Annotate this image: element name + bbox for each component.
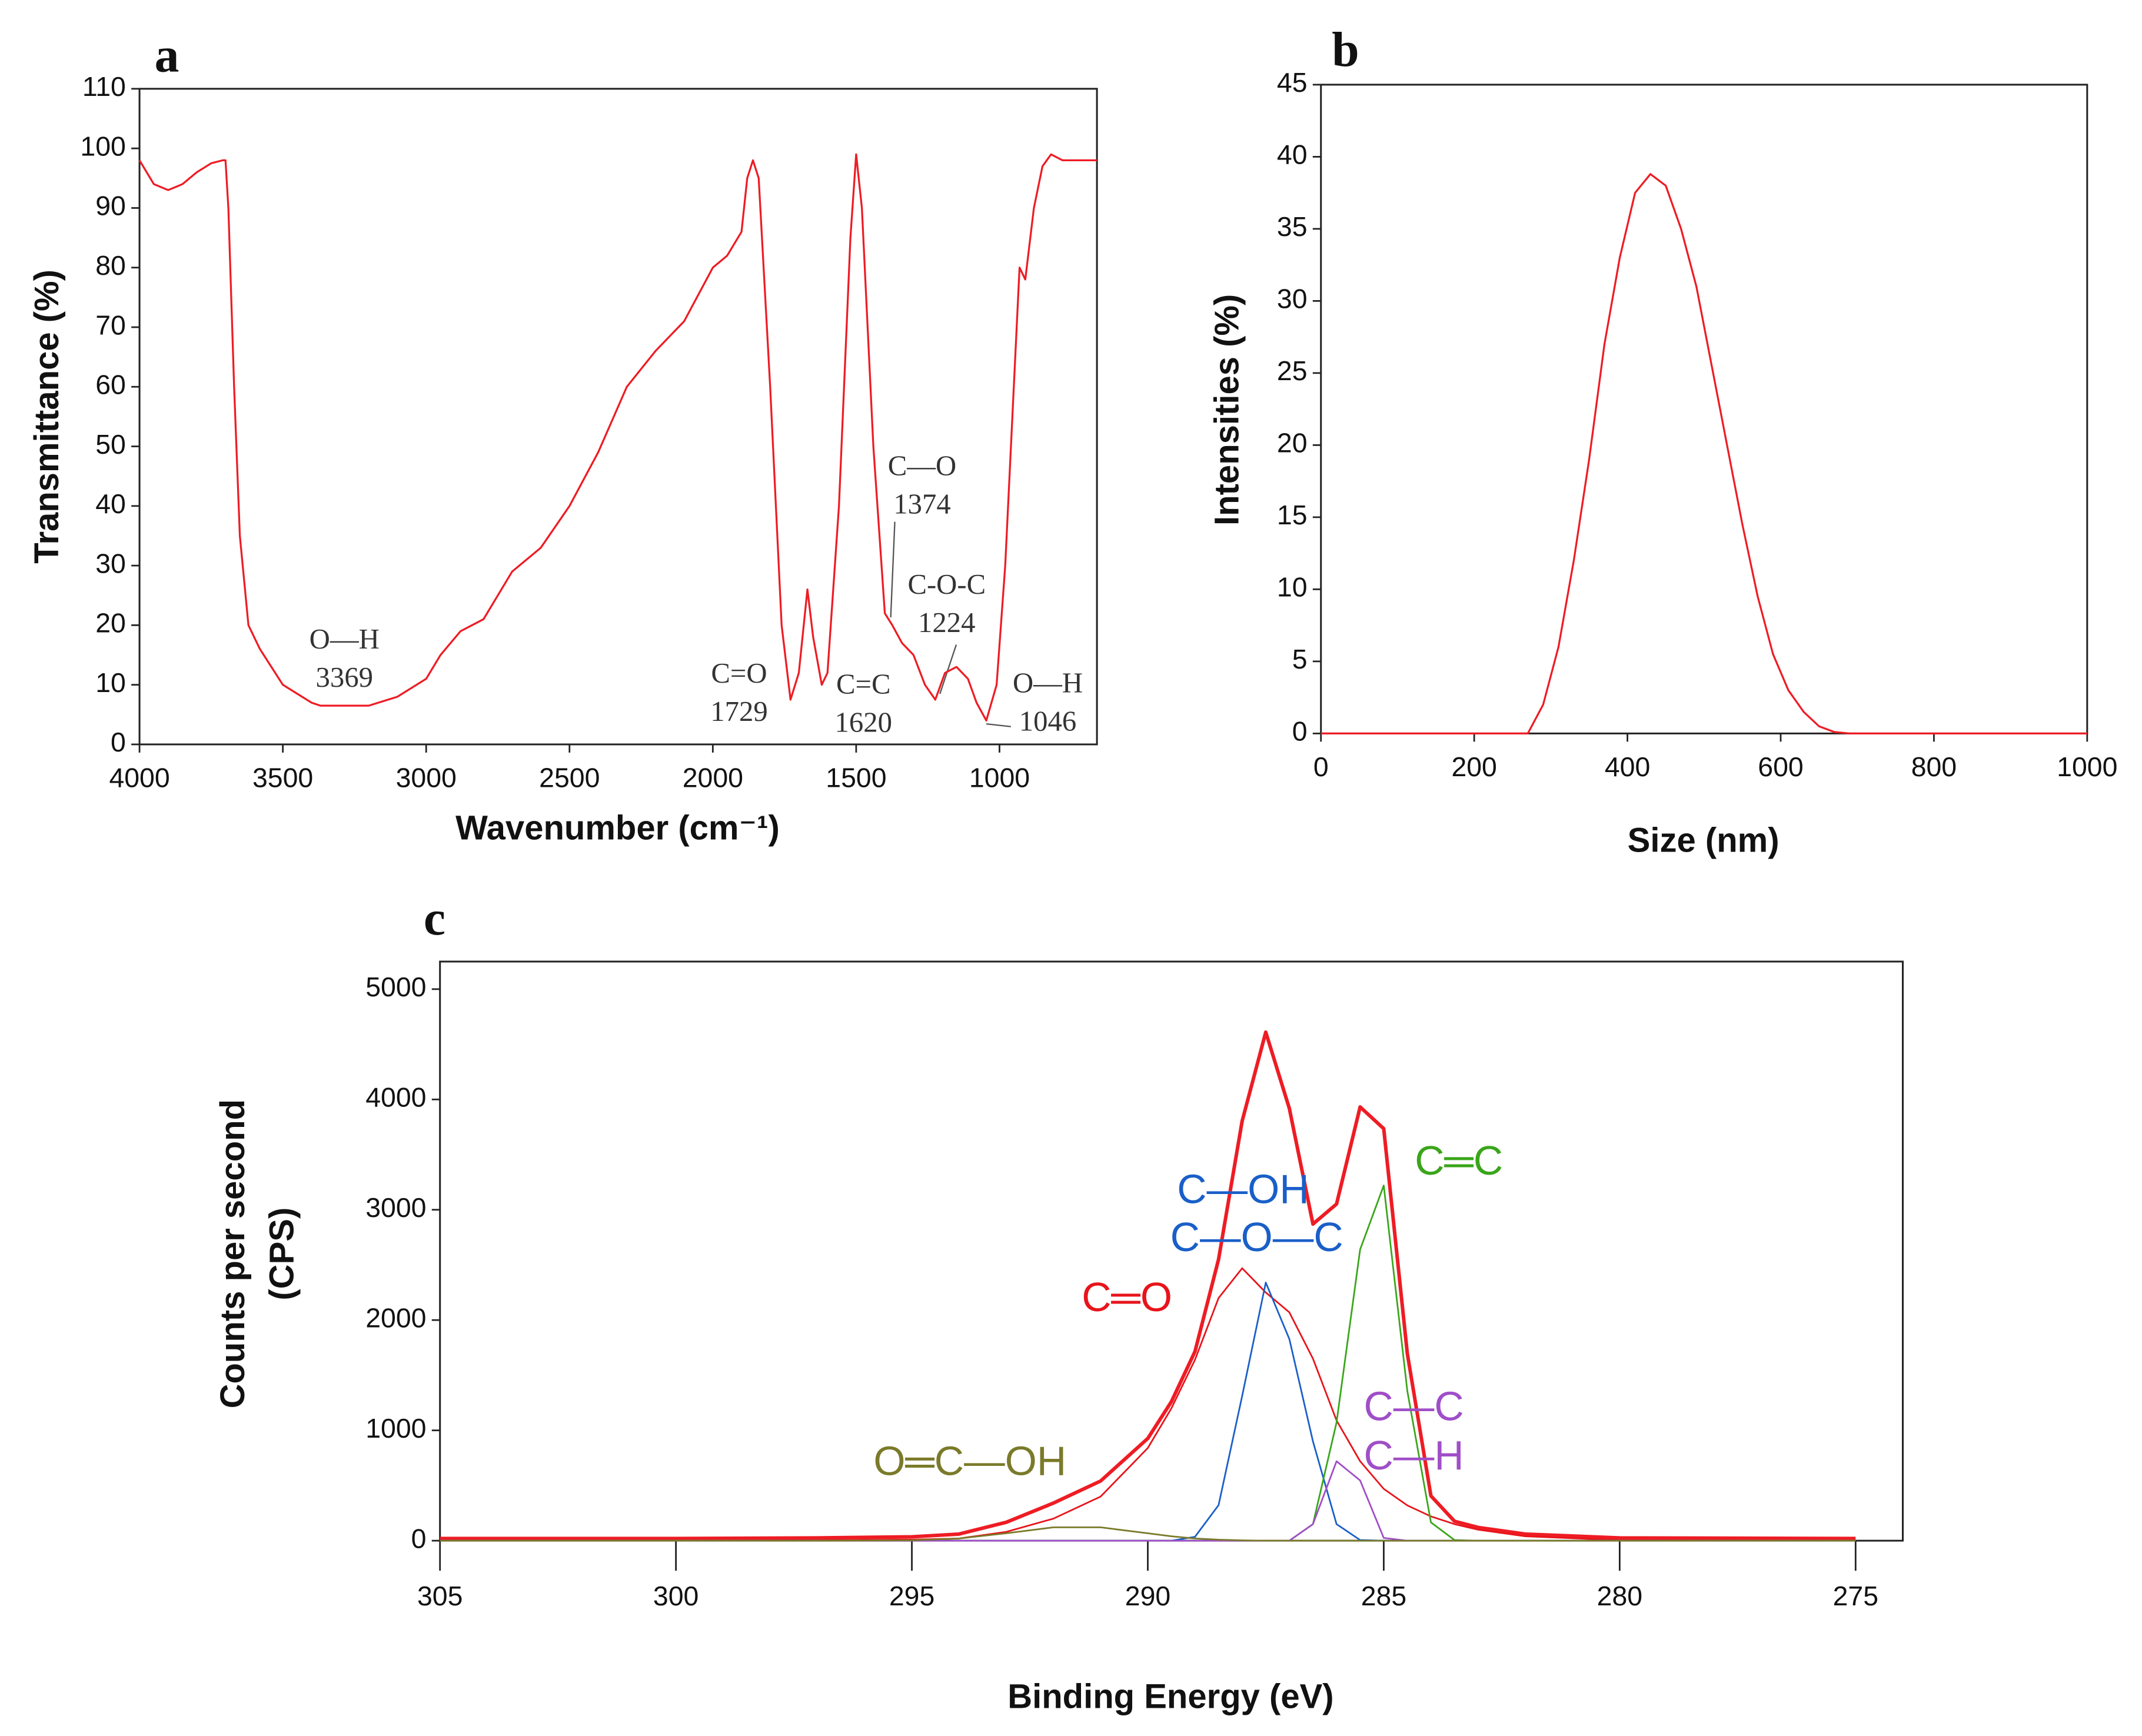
series-label: C—O—C [1170, 1214, 1343, 1260]
data-line [440, 1282, 1856, 1542]
y-tick-label: 10 [1277, 572, 1308, 603]
y-tick-label: 0 [411, 1523, 427, 1554]
y-axis-title: Intensities (%) [1208, 294, 1246, 526]
y-tick-label: 0 [1292, 716, 1308, 747]
y-tick-label: 1000 [365, 1413, 426, 1444]
annotation-label: O—H [310, 623, 380, 655]
arrow [939, 644, 957, 694]
y-tick-label: 5 [1292, 644, 1308, 674]
series-label: C—C [1363, 1384, 1464, 1429]
x-axis-title: Wavenumber (cm⁻¹) [455, 809, 780, 847]
y-tick-label: 4000 [365, 1082, 426, 1113]
annotation-value: 1046 [1019, 705, 1076, 737]
annotation-label: C=C [836, 669, 891, 700]
y-tick-label: 0 [111, 727, 126, 757]
y-tick-label: 30 [1277, 284, 1308, 314]
x-tick-label: 3000 [396, 763, 457, 793]
y-axis-title: Counts per second [214, 1099, 252, 1408]
frame-b [1320, 84, 2088, 734]
annotation-label: C—O [888, 450, 956, 481]
annotation-label: C=O [711, 657, 767, 689]
annotation-value: 1224 [918, 607, 975, 638]
x-tick-label: 300 [653, 1581, 699, 1611]
y-tick-label: 3000 [365, 1192, 426, 1223]
y-axis-title: Transmittance (%) [28, 270, 66, 564]
y-tick-label: 100 [80, 131, 125, 161]
x-tick-label: 800 [1911, 751, 1957, 782]
annotation-value: 1729 [710, 696, 767, 727]
annotation-label: C-O-C [907, 568, 986, 600]
annotation-value: 3369 [315, 661, 372, 693]
x-tick-label: 290 [1125, 1581, 1170, 1611]
series-label: C—H [1363, 1432, 1464, 1478]
y-tick-label: 30 [95, 548, 126, 578]
y-tick-label: 70 [95, 310, 126, 340]
x-tick-label: 285 [1361, 1581, 1406, 1611]
data-line [138, 153, 1097, 722]
y-tick-label: 45 [1277, 67, 1308, 98]
y-tick-label: 25 [1277, 355, 1308, 386]
y-tick-label: 10 [95, 667, 126, 698]
x-tick-label: 1500 [826, 763, 886, 793]
x-tick-label: 2500 [539, 763, 600, 793]
panel-letter: c [424, 892, 445, 946]
y-tick-label: 60 [95, 370, 126, 400]
y-tick-label: 40 [95, 488, 126, 519]
series-label: C═O [1082, 1274, 1172, 1320]
panel-letter: b [1332, 23, 1359, 77]
annotation-value: 1620 [834, 707, 892, 739]
x-tick-label: 3500 [252, 763, 313, 793]
x-tick-label: 295 [889, 1581, 934, 1611]
y-tick-label: 40 [1277, 139, 1308, 170]
y-tick-label: 110 [82, 71, 126, 102]
x-tick-label: 600 [1758, 751, 1803, 782]
x-tick-label: 1000 [969, 763, 1030, 793]
x-tick-label: 4000 [109, 763, 169, 793]
data-line [440, 1185, 1856, 1542]
series-label: C═C [1415, 1138, 1503, 1183]
y-tick-label: 80 [95, 250, 126, 281]
y-tick-label: 2000 [365, 1302, 426, 1333]
y-tick-label: 5000 [365, 972, 426, 1002]
x-tick-label: 1000 [2057, 751, 2117, 782]
frame-a [138, 88, 1098, 746]
x-tick-label: 2000 [683, 763, 743, 793]
x-tick-label: 280 [1597, 1581, 1642, 1611]
arrow [890, 521, 896, 618]
series-label: C—OH [1177, 1166, 1309, 1212]
x-axis-title: Binding Energy (eV) [1007, 1678, 1333, 1716]
y-axis-title: (CPS) [262, 1208, 301, 1301]
data-line [1321, 173, 2087, 735]
annotation-value: 1374 [893, 488, 950, 520]
x-tick-label: 400 [1605, 751, 1650, 782]
y-tick-label: 90 [95, 191, 126, 221]
data-line [440, 1030, 1856, 1541]
data-line [440, 1460, 1856, 1542]
series-label: O═C—OH [873, 1438, 1066, 1484]
data-line [440, 1527, 1856, 1542]
y-tick-label: 20 [1277, 428, 1308, 458]
y-tick-label: 35 [1277, 211, 1308, 242]
x-axis-title: Size (nm) [1628, 821, 1780, 859]
y-tick-label: 50 [95, 429, 126, 460]
panel-letter: a [155, 28, 179, 82]
x-tick-label: 275 [1833, 1581, 1878, 1611]
x-tick-label: 200 [1451, 751, 1496, 782]
arrow [986, 723, 1012, 727]
y-tick-label: 20 [95, 608, 126, 638]
annotation-label: O—H [1013, 667, 1083, 699]
x-tick-label: 305 [417, 1581, 463, 1611]
y-tick-label: 15 [1277, 500, 1308, 530]
x-tick-label: 0 [1313, 751, 1329, 782]
